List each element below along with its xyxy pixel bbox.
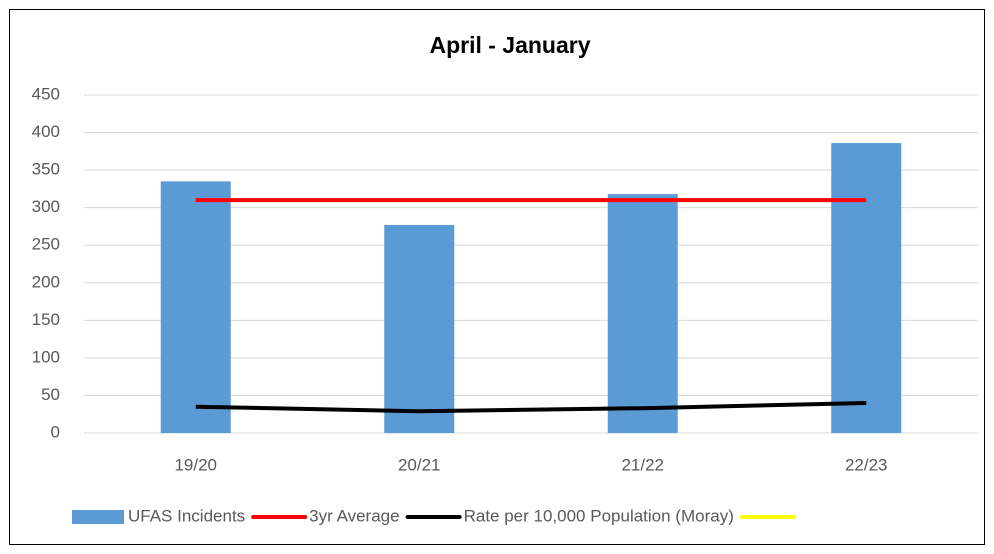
y-tick-label: 450 xyxy=(32,84,60,103)
y-tick-label: 0 xyxy=(51,422,60,441)
line-series xyxy=(195,400,867,414)
x-tick-label: 20/21 xyxy=(398,455,441,474)
bar xyxy=(160,181,231,433)
legend-label: 3yr Average xyxy=(309,506,399,525)
y-tick-label: 150 xyxy=(32,310,60,329)
bar xyxy=(831,143,902,433)
x-tick-label: 21/22 xyxy=(621,455,664,474)
y-tick-label: 400 xyxy=(32,122,60,141)
legend-swatch xyxy=(72,510,124,524)
legend-label: Rate per 10,000 Population (Moray) xyxy=(464,506,734,525)
y-tick-label: 100 xyxy=(32,347,60,366)
y-tick-label: 200 xyxy=(32,272,60,291)
y-tick-label: 50 xyxy=(41,385,60,404)
bar xyxy=(384,224,455,433)
bar xyxy=(607,194,678,433)
y-tick-label: 300 xyxy=(32,197,60,216)
chart-title: April - January xyxy=(429,32,590,58)
y-tick-label: 250 xyxy=(32,235,60,254)
legend-label: UFAS Incidents xyxy=(128,506,245,525)
x-tick-label: 19/20 xyxy=(174,455,217,474)
x-tick-label: 22/23 xyxy=(845,455,888,474)
y-tick-label: 350 xyxy=(32,160,60,179)
